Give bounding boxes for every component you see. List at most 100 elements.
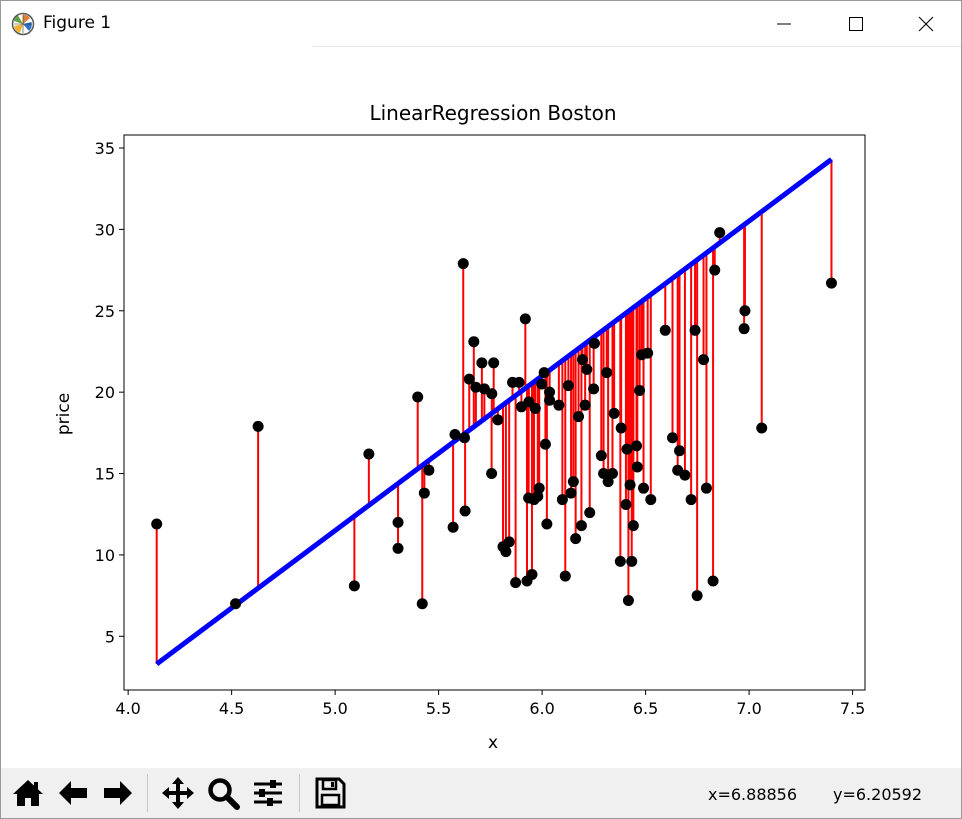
data-point bbox=[392, 516, 404, 528]
maximize-icon bbox=[849, 17, 863, 31]
x-tick-label: 4.0 bbox=[115, 699, 140, 718]
data-point bbox=[679, 469, 691, 481]
floppy-icon bbox=[315, 777, 346, 809]
data-point bbox=[581, 363, 593, 375]
toolbar-separator bbox=[147, 774, 148, 812]
x-tick-label: 5.0 bbox=[322, 699, 347, 718]
back-button[interactable] bbox=[53, 773, 93, 813]
window-title: Figure 1 bbox=[43, 13, 112, 33]
data-point bbox=[526, 568, 538, 580]
data-point bbox=[553, 399, 565, 411]
chart-title: LinearRegression Boston bbox=[369, 101, 616, 125]
maximize-button[interactable] bbox=[833, 1, 879, 47]
data-point bbox=[638, 482, 650, 494]
data-point bbox=[567, 476, 579, 488]
configure-subplots-button[interactable] bbox=[248, 773, 288, 813]
data-point bbox=[606, 468, 618, 480]
data-point bbox=[622, 594, 634, 606]
data-point bbox=[626, 555, 638, 567]
data-point bbox=[447, 521, 459, 533]
data-point bbox=[423, 464, 435, 476]
y-tick-label: 25 bbox=[95, 302, 115, 321]
y-tick-label: 30 bbox=[95, 220, 115, 239]
data-point bbox=[532, 490, 544, 502]
y-tick-label: 20 bbox=[95, 383, 115, 402]
data-point bbox=[631, 461, 643, 473]
data-point bbox=[544, 394, 556, 406]
data-point bbox=[544, 386, 556, 398]
data-point bbox=[614, 555, 626, 567]
data-point bbox=[595, 450, 607, 462]
data-point bbox=[601, 367, 613, 379]
data-point bbox=[570, 533, 582, 545]
data-point bbox=[539, 438, 551, 450]
data-point bbox=[536, 378, 548, 390]
data-point bbox=[458, 432, 470, 444]
data-point bbox=[645, 494, 657, 506]
data-point bbox=[667, 432, 679, 444]
title-bar[interactable]: Figure 1 bbox=[1, 1, 961, 47]
arrow-left-icon bbox=[59, 781, 87, 805]
sliders-icon bbox=[254, 780, 282, 806]
data-point bbox=[602, 476, 614, 488]
data-point bbox=[562, 380, 574, 392]
data-point bbox=[700, 482, 712, 494]
data-point bbox=[825, 277, 837, 289]
home-icon bbox=[13, 780, 43, 806]
data-point bbox=[500, 546, 512, 558]
regression-line bbox=[155, 157, 833, 666]
pan-button[interactable] bbox=[158, 773, 198, 813]
data-point bbox=[463, 373, 475, 385]
close-icon bbox=[918, 16, 934, 32]
data-point bbox=[538, 367, 550, 379]
data-point bbox=[533, 482, 545, 494]
x-tick-label: 7.5 bbox=[840, 699, 865, 718]
data-point bbox=[576, 354, 588, 366]
data-point bbox=[486, 388, 498, 400]
data-point bbox=[659, 324, 671, 336]
data-point bbox=[689, 324, 701, 336]
data-point bbox=[348, 580, 360, 592]
data-point bbox=[151, 518, 163, 530]
matplotlib-logo-icon bbox=[11, 12, 35, 36]
data-point bbox=[565, 487, 577, 499]
data-point bbox=[698, 354, 710, 366]
data-point bbox=[519, 313, 531, 325]
data-point bbox=[573, 411, 585, 423]
data-point bbox=[449, 428, 461, 440]
data-point bbox=[488, 357, 500, 369]
minimize-button[interactable] bbox=[761, 1, 807, 47]
close-button[interactable] bbox=[903, 1, 949, 47]
minimize-icon bbox=[777, 23, 791, 25]
data-point bbox=[630, 440, 642, 452]
home-button[interactable] bbox=[8, 773, 48, 813]
data-point bbox=[579, 399, 591, 411]
zoom-button[interactable] bbox=[203, 773, 243, 813]
y-axis-label: price bbox=[54, 393, 74, 435]
data-point bbox=[529, 402, 541, 414]
data-point bbox=[503, 536, 515, 548]
data-point bbox=[559, 570, 571, 582]
data-point bbox=[392, 542, 404, 554]
magnifier-icon bbox=[208, 778, 240, 810]
data-point bbox=[575, 520, 587, 532]
data-point bbox=[416, 598, 428, 610]
data-point bbox=[468, 336, 480, 348]
data-point bbox=[685, 494, 697, 506]
scatter-chart[interactable]: 4.0 4.5 5.0 5.5 6.0 6.5 7.0 7.5 5 10 15 20 25 30 35 Li… bbox=[1, 47, 961, 768]
data-point bbox=[513, 376, 525, 388]
data-point bbox=[470, 381, 482, 393]
data-point bbox=[418, 487, 430, 499]
data-point bbox=[674, 445, 686, 457]
data-point bbox=[252, 420, 264, 432]
save-button[interactable] bbox=[310, 773, 350, 813]
data-point bbox=[738, 323, 750, 335]
data-point bbox=[691, 590, 703, 602]
data-point bbox=[588, 337, 600, 349]
forward-button[interactable] bbox=[98, 773, 138, 813]
figure-canvas[interactable]: 4.0 4.5 5.0 5.5 6.0 6.5 7.0 7.5 5 10 15 20 25 30 35 Li… bbox=[1, 47, 961, 768]
toolbar-separator bbox=[299, 774, 300, 812]
data-point bbox=[707, 575, 719, 587]
cursor-x-readout: x=6.88856 bbox=[708, 785, 798, 804]
